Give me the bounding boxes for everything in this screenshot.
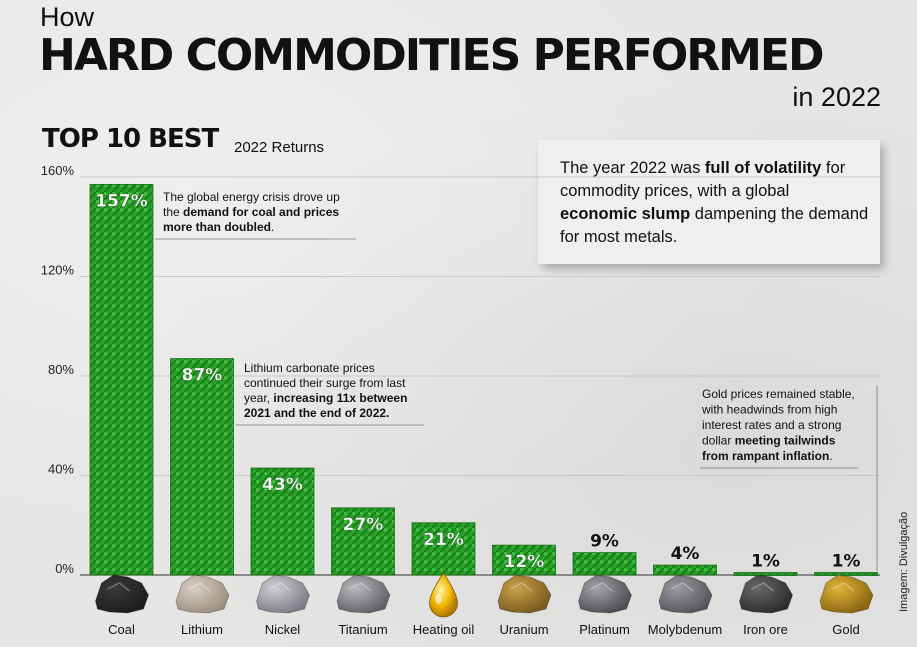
category-label-uranium: Uranium [499,622,548,637]
bar-coal [89,184,154,576]
oil-drop-icon [429,572,458,618]
chart-title: TOP 10 BEST [42,124,219,154]
annotation-line: the demand for coal and prices [163,205,339,219]
uranium-rock-icon [497,574,552,614]
value-label-uranium: 12% [504,552,545,572]
value-label-heating-oil: 21% [423,530,464,550]
summary-text-bold1: full of volatility [704,159,822,177]
value-label-titanium: 27% [343,515,384,535]
gold-nugget-icon [819,574,874,614]
bar-uranium [492,544,556,576]
titanium-rock-icon [336,574,391,614]
y-tick-label: 40% [48,462,74,477]
annotation-line: 2021 and the end of 2022. [244,406,389,420]
category-label-iron-ore: Iron ore [743,622,788,637]
y-tick-label: 120% [41,263,75,278]
annotation-line: more than doubled. [163,220,274,234]
annotation-gold: Gold prices remained stable, with headwin… [700,386,878,571]
annotation-line: dollar meeting tailwinds [702,434,836,448]
bar-iron-ore [733,572,798,576]
nickel-rock-icon [256,574,310,614]
category-label-heating-oil: Heating oil [413,622,475,637]
annotation-line: continued their surge from last [244,376,406,390]
lithium-rock-icon [175,574,230,614]
summary-text: The year 2022 was full of volatility for… [560,157,870,249]
category-label-coal: Coal [108,622,135,637]
annotation-line: with headwinds from high [701,403,837,417]
chart-subtitle: 2022 Returns [234,139,325,156]
commodity-icons [95,572,874,618]
value-label-platinum: 9% [590,532,619,552]
category-label-gold: Gold [832,622,859,637]
annotation-line: Gold prices remained stable, [702,387,855,401]
x-axis-category-labels: Coal Lithium Nickel Titanium Heating oil Uran… [108,622,860,637]
annotation-line: interest rates and a strong [702,418,841,432]
category-label-titanium: Titanium [338,622,387,637]
image-credit: Imagem: Divulgação [898,511,910,612]
summary-text-part2: for commodity prices, with a global [560,159,846,200]
chart-value-labels: 157% 87% 43% 27% 21% 12% 9% 4% 1% 1% [95,191,860,572]
annotation-line: The global energy crisis drove up [163,190,340,204]
category-label-lithium: Lithium [181,622,223,637]
iron-ore-rock-icon [739,574,793,614]
page-title: HARD COMMODITIES PERFORMED [39,30,825,81]
bar-heating-oil [411,522,476,576]
bar-molybdenum [653,564,717,576]
value-label-nickel: 43% [262,475,303,495]
summary-text-part1: The year 2022 was [560,159,705,177]
value-label-coal: 157% [95,191,148,211]
annotation-line: year, increasing 11x between [244,391,407,405]
coal-rock-icon [95,574,149,614]
annotation-line: from rampant inflation. [702,449,833,463]
molybdenum-rock-icon [658,574,713,614]
category-label-nickel: Nickel [265,622,301,637]
y-tick-label: 160% [41,163,75,178]
value-label-iron-ore: 1% [751,552,780,572]
value-label-gold: 1% [832,552,861,572]
bar-lithium [170,358,234,576]
bar-titanium [331,507,395,576]
title-year: in 2022 [792,82,881,112]
y-tick-label: 80% [48,362,74,377]
category-label-platinum: Platinum [579,622,630,637]
chart-bars [89,184,878,576]
platinum-rock-icon [578,574,632,614]
summary-text-part3: dampening the demand for most metals. [560,205,869,246]
summary-text-bold2: economic slump [560,205,691,223]
summary-callout: The year 2022 was full of volatility for… [538,140,880,264]
y-tick-label: 0% [55,561,74,576]
category-label-molybdenum: Molybdenum [648,622,722,637]
y-axis-tick-labels: 0% 40% 80% 120% 160% [41,163,75,576]
title-prefix: How [40,2,95,32]
bar-gold [814,572,878,576]
value-label-molybdenum: 4% [671,544,700,564]
bar-nickel [250,467,315,576]
bar-platinum [572,552,637,576]
value-label-lithium: 87% [182,366,223,386]
annotation-line: Lithium carbonate prices [244,361,375,375]
